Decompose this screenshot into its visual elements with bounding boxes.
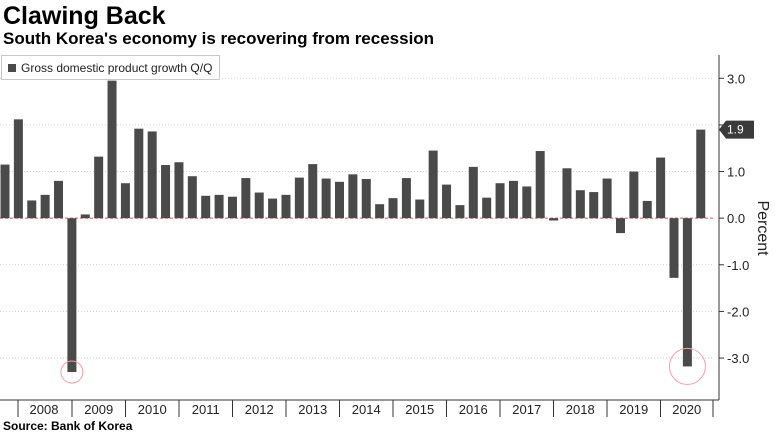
- bar: [522, 186, 532, 219]
- bar: [94, 156, 104, 219]
- bar: [415, 199, 425, 219]
- y-axis-title: Percent: [754, 200, 771, 256]
- bar: [0, 164, 10, 219]
- bar: [549, 218, 559, 221]
- chart-title: Clawing Back: [3, 2, 166, 30]
- chart-subtitle: South Korea's economy is recovering from…: [3, 29, 435, 48]
- bar: [455, 205, 465, 219]
- bar: [281, 194, 291, 219]
- bar: [562, 168, 572, 219]
- x-tick-label: 2017: [512, 402, 541, 417]
- bar: [401, 178, 411, 219]
- bar: [629, 171, 639, 219]
- x-tick-label: 2013: [298, 402, 327, 417]
- bar: [134, 128, 144, 219]
- bar: [602, 178, 612, 219]
- x-tick-label: 2019: [619, 402, 648, 417]
- y-tick-label: -3.0: [727, 351, 749, 366]
- bar: [508, 180, 518, 219]
- square-swatch-icon: [8, 63, 16, 72]
- bar: [589, 192, 599, 219]
- x-tick-label: 2015: [405, 402, 434, 417]
- y-tick-label: -1.0: [727, 258, 749, 273]
- bar: [642, 200, 652, 219]
- bar: [682, 218, 692, 367]
- bar: [696, 129, 706, 219]
- x-tick-label: 2010: [138, 402, 167, 417]
- highlight-circle: [668, 347, 706, 385]
- bar: [495, 183, 505, 219]
- bar: [161, 165, 171, 219]
- x-tick-label: 2012: [245, 402, 274, 417]
- bar: [348, 174, 358, 219]
- bar: [67, 218, 77, 373]
- bar: [254, 192, 264, 219]
- x-tick-label: 2014: [352, 402, 381, 417]
- x-tick-label: 2009: [84, 402, 113, 417]
- legend-label: Gross domestic product growth Q/Q: [21, 60, 213, 75]
- bar-series: [0, 80, 706, 373]
- bar: [656, 157, 666, 219]
- bar: [388, 198, 398, 219]
- last-value-label: 1.9: [727, 123, 744, 137]
- bar: [147, 131, 157, 219]
- legend: Gross domestic product growth Q/Q: [1, 55, 221, 80]
- bar: [241, 178, 251, 219]
- bar: [120, 183, 130, 219]
- x-tick-label: 2018: [566, 402, 595, 417]
- bar: [27, 200, 37, 219]
- bar: [468, 166, 478, 219]
- bar: [535, 151, 545, 219]
- x-tick-label: 2008: [30, 402, 59, 417]
- bar: [268, 198, 278, 219]
- x-tick-label: 2016: [459, 402, 488, 417]
- bar: [669, 218, 679, 278]
- y-tick-label: 0.0: [727, 211, 745, 226]
- bar: [428, 150, 438, 219]
- bar: [174, 162, 184, 219]
- last-value-badge: [719, 120, 754, 139]
- bar: [321, 178, 331, 219]
- bar: [294, 177, 304, 219]
- bar: [361, 179, 371, 219]
- bar: [13, 119, 23, 219]
- bar: [335, 181, 344, 219]
- bar: [227, 196, 237, 219]
- highlight-circle: [60, 360, 84, 384]
- y-tick-label: 3.0: [727, 71, 745, 86]
- bar: [40, 194, 50, 219]
- bar: [442, 184, 452, 219]
- highlight-marks: [60, 347, 706, 385]
- bar: [214, 194, 224, 219]
- bar: [575, 190, 585, 219]
- bar: [375, 204, 385, 219]
- y-tick-label: -2.0: [727, 304, 749, 319]
- bar: [187, 176, 197, 219]
- y-tick-label: 1.0: [727, 165, 745, 180]
- bar: [80, 214, 90, 219]
- bar: [308, 164, 318, 219]
- bar: [482, 197, 492, 219]
- bar: [615, 218, 625, 234]
- bar: [54, 180, 64, 219]
- bar: [201, 195, 211, 219]
- axes: 3.02.01.00.0-1.0-2.0-3.01.9Percent200820…: [0, 55, 771, 417]
- source-note: Source: Bank of Korea: [3, 419, 133, 433]
- x-tick-label: 2020: [672, 402, 701, 417]
- bar: [107, 80, 117, 219]
- x-tick-label: 2011: [192, 402, 220, 417]
